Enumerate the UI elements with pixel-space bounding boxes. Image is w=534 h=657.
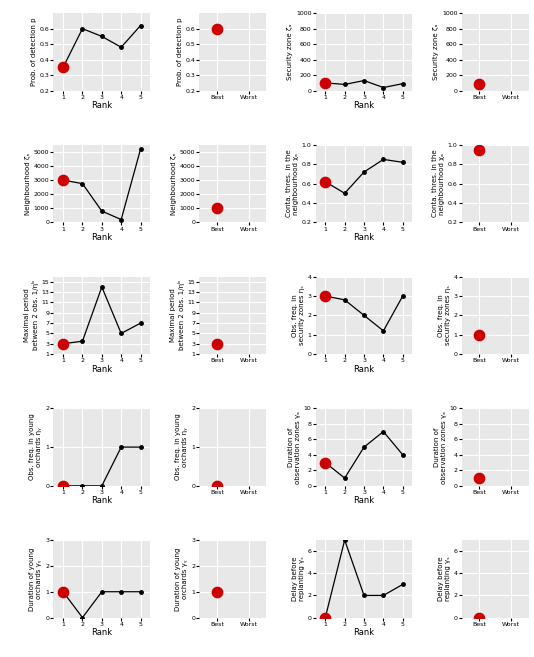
Y-axis label: Obs. freq. in
security zones ηₛ: Obs. freq. in security zones ηₛ [438,285,451,346]
Y-axis label: Obs. freq. in young
orchards ηᵧ: Obs. freq. in young orchards ηᵧ [29,414,43,480]
Point [321,457,329,468]
X-axis label: Rank: Rank [354,233,374,242]
Point [475,329,483,340]
X-axis label: Rank: Rank [91,628,112,637]
Y-axis label: Duration of
observation zones γₐ: Duration of observation zones γₐ [288,411,301,484]
X-axis label: Rank: Rank [91,365,112,374]
Y-axis label: Maximal period
between 2 obs. 1/ηᵇ: Maximal period between 2 obs. 1/ηᵇ [25,281,38,350]
Point [321,177,329,187]
Point [59,587,67,597]
Y-axis label: Conta. thres. in the
neighbourhood χₐ: Conta. thres. in the neighbourhood χₐ [286,150,299,217]
Point [213,24,221,34]
Point [213,587,221,597]
Point [475,473,483,484]
Point [213,338,221,349]
X-axis label: Rank: Rank [91,497,112,505]
Point [213,480,221,491]
Point [321,291,329,302]
Point [59,338,67,349]
Point [59,175,67,185]
X-axis label: Rank: Rank [354,365,374,374]
X-axis label: Rank: Rank [354,101,374,110]
Y-axis label: Delay before
replanting γₛ: Delay before replanting γₛ [438,556,451,601]
Point [213,203,221,214]
Y-axis label: Delay before
replanting γₛ: Delay before replanting γₛ [292,556,305,601]
Y-axis label: Duration of young
orchards γᵧ: Duration of young orchards γᵧ [29,547,43,610]
Point [59,480,67,491]
X-axis label: Rank: Rank [91,233,112,242]
Y-axis label: Duration of young
orchards γᵧ: Duration of young orchards γᵧ [176,547,189,610]
Y-axis label: Duration of
observation zones γₐ: Duration of observation zones γₐ [434,411,447,484]
Y-axis label: Neighbourhood ζₙ: Neighbourhood ζₙ [25,152,31,215]
X-axis label: Rank: Rank [354,628,374,637]
Point [475,145,483,155]
Y-axis label: Maximal period
between 2 obs. 1/ηᵇ: Maximal period between 2 obs. 1/ηᵇ [170,281,185,350]
Y-axis label: Prob. of detection p: Prob. of detection p [30,18,37,86]
Y-axis label: Obs. freq. in
security zones ηₛ: Obs. freq. in security zones ηₛ [292,285,305,346]
Y-axis label: Conta. thres. in the
neighbourhood χₐ: Conta. thres. in the neighbourhood χₐ [432,150,445,217]
Point [475,612,483,623]
Point [321,612,329,623]
Y-axis label: Security zone ζₐ: Security zone ζₐ [287,24,293,80]
Y-axis label: Security zone ζₐ: Security zone ζₐ [433,24,439,80]
X-axis label: Rank: Rank [354,497,374,505]
Y-axis label: Obs. freq. in young
orchards ηᵧ: Obs. freq. in young orchards ηᵧ [176,414,189,480]
Point [59,62,67,73]
Y-axis label: Prob. of detection p: Prob. of detection p [177,18,183,86]
X-axis label: Rank: Rank [91,101,112,110]
Point [475,79,483,90]
Y-axis label: Neighbourhood ζₙ: Neighbourhood ζₙ [171,152,177,215]
Point [321,78,329,88]
